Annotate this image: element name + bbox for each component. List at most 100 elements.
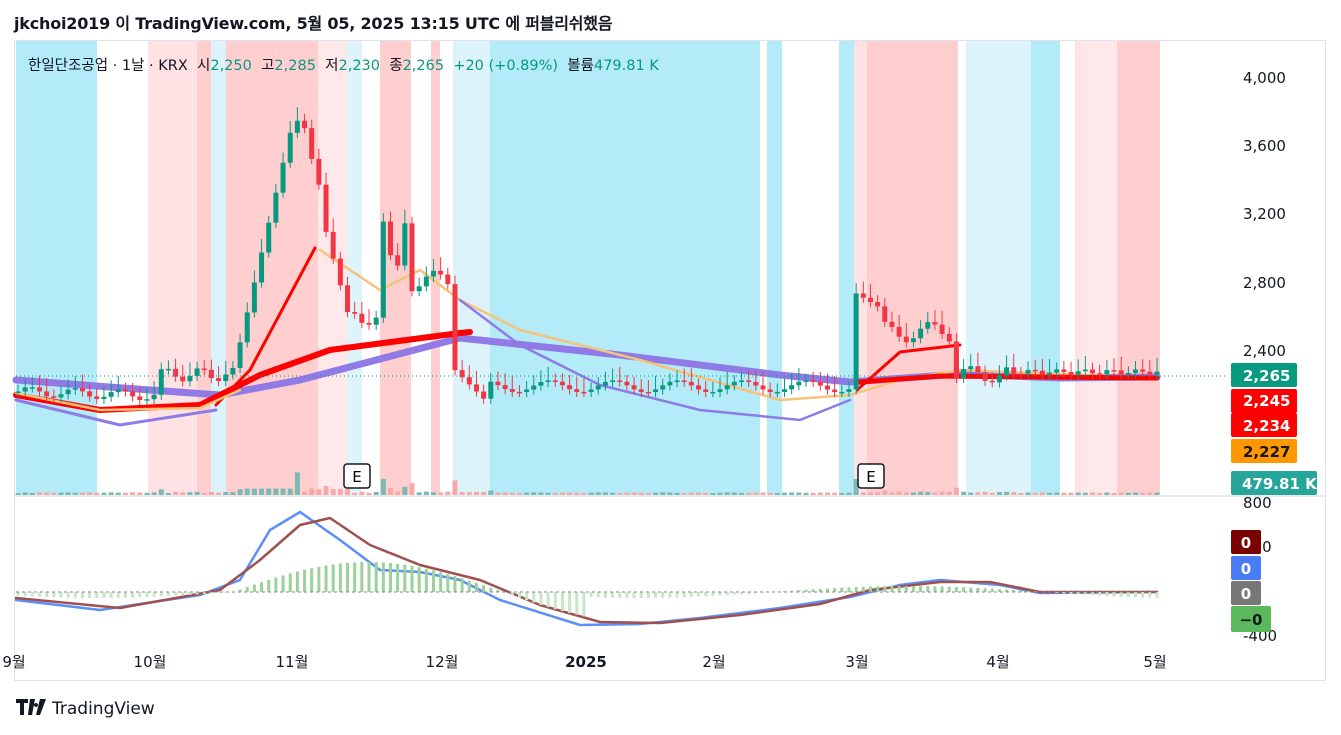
volume-bar [918, 491, 924, 495]
volume-bar [108, 492, 114, 495]
candle-body [194, 368, 200, 376]
macd-histogram-bar [718, 592, 722, 596]
legend-low-label: 저 [325, 58, 339, 74]
macd-histogram-bar [947, 586, 951, 592]
macd-histogram-bar [37, 592, 41, 597]
footer-brand[interactable]: TradingView [52, 699, 155, 719]
volume-bar [1125, 492, 1131, 495]
macd-histogram-bar [145, 592, 149, 598]
chart-frame [14, 40, 1326, 681]
volume-bar [982, 491, 988, 495]
price-label: 2,265 [1231, 363, 1297, 387]
candle-body [803, 380, 809, 382]
volume-bar [151, 492, 157, 495]
candle-body [158, 369, 164, 395]
volume-bar [259, 488, 265, 495]
candle-body [29, 387, 35, 389]
earnings-marker[interactable]: E [343, 463, 371, 489]
volume-bar [875, 492, 881, 495]
candle-body [287, 132, 293, 163]
legend-open: 2,250 [210, 58, 252, 74]
volume-bar [366, 492, 372, 495]
macd-histogram-bar [510, 592, 514, 596]
candle-body [867, 297, 873, 303]
macd-histogram-bar [568, 592, 572, 613]
volume-bar [953, 487, 959, 495]
macd-histogram-bar [919, 586, 923, 592]
candle-body [1104, 370, 1110, 374]
candle-body [144, 399, 150, 401]
volume-bar [889, 492, 895, 495]
macd-histogram-bar [1033, 591, 1037, 592]
macd-histogram-bar [976, 587, 980, 592]
macd-value-label: 0 [1231, 556, 1261, 580]
candle-body [266, 222, 272, 253]
macd-histogram-bar [195, 592, 199, 595]
volume-bar [559, 492, 565, 495]
volume-bar [789, 492, 795, 495]
macd-histogram-bar [940, 586, 944, 592]
svg-text:3,200: 3,200 [1243, 205, 1286, 223]
volume-bar [710, 492, 716, 495]
candle-body [466, 377, 472, 385]
macd-histogram-bar [123, 592, 127, 598]
volume-bar [309, 488, 315, 495]
background-band [966, 41, 974, 495]
volume-bar [767, 492, 773, 495]
svg-text:2025: 2025 [565, 653, 607, 671]
candle-body [1118, 370, 1124, 375]
macd-histogram-bar [689, 592, 693, 597]
macd-histogram-bar [138, 592, 142, 598]
candle-body [688, 381, 694, 386]
macd-histogram-bar [460, 578, 464, 592]
candle-body [681, 380, 687, 382]
price-label: 2,245 [1231, 389, 1297, 413]
volume-bar [388, 488, 394, 495]
volume-bar [481, 491, 487, 495]
candle-body [524, 389, 530, 393]
earnings-marker[interactable]: E [857, 463, 885, 489]
macd-histogram-bar [403, 564, 407, 592]
candle-body [516, 391, 522, 394]
candle-body [653, 389, 659, 393]
macd-histogram-bar [1126, 592, 1130, 598]
candle-body [309, 128, 315, 159]
macd-histogram-bar [1076, 592, 1080, 595]
macd-histogram-bar [338, 563, 342, 592]
macd-histogram-bar [374, 562, 378, 592]
candle-body [696, 385, 702, 390]
candle-body [595, 385, 601, 390]
volume-bar [939, 491, 945, 495]
volume-bar [122, 492, 128, 495]
background-band [1081, 41, 1117, 495]
candle-body [953, 341, 959, 378]
candle-body [423, 276, 429, 287]
volume-bar [925, 492, 931, 495]
svg-text:0: 0 [1241, 560, 1251, 578]
candle-body [989, 380, 995, 383]
volume-bar [975, 492, 981, 495]
tv-logo-icon[interactable] [16, 698, 46, 720]
volume-bar [87, 492, 93, 495]
macd-histogram-bar [740, 592, 744, 595]
legend-symbol[interactable]: 한일단조공업 · 1날 · KRX [28, 58, 188, 74]
volume-bar [839, 492, 845, 495]
candle-body [438, 270, 444, 275]
candle-body [459, 370, 465, 378]
candle-body [402, 223, 408, 266]
svg-text:3월: 3월 [845, 653, 868, 671]
macd-histogram-bar [840, 587, 844, 592]
candle-body [395, 255, 401, 266]
volume-bar [1147, 492, 1153, 495]
candle-body [409, 223, 415, 292]
svg-text:800: 800 [1243, 494, 1272, 512]
candle-body [602, 381, 608, 386]
volume-bar [237, 489, 243, 495]
macd-histogram-bar [353, 562, 357, 592]
volume-bar [29, 492, 35, 495]
svg-text:2,265: 2,265 [1243, 367, 1290, 385]
volume-bar [452, 480, 458, 495]
volume-bar [251, 488, 257, 495]
macd-histogram-bar [367, 562, 371, 592]
